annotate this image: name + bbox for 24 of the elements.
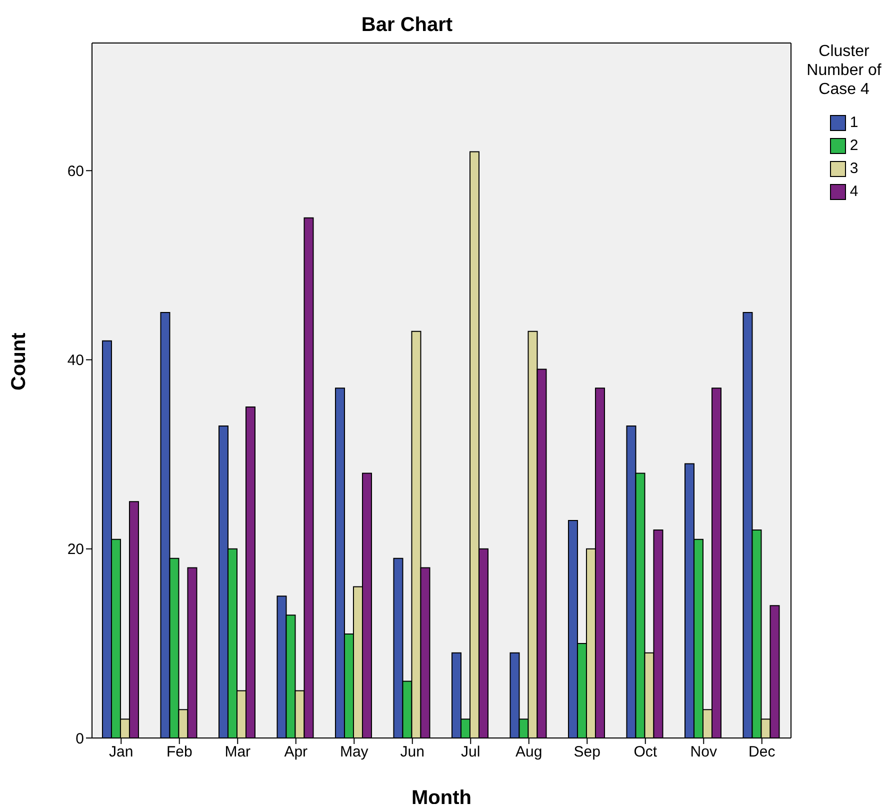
x-tick-label: Apr [284,744,308,761]
x-tick-label: Mar [224,744,251,761]
legend-label: 2 [850,137,858,154]
y-axis-title: Count [8,332,30,390]
y-tick-label: 60 [67,162,84,180]
y-tick-label: 0 [76,730,84,748]
x-tick-label: Dec [748,744,776,761]
x-tick-label: Oct [634,744,658,761]
legend-title: Cluster Number of Case 4 [806,42,882,99]
x-tick-label: Jul [461,744,480,761]
y-tick-label: 40 [67,352,84,370]
x-tick-label: Nov [690,744,718,761]
legend-label: 3 [850,160,858,177]
legend-label: 1 [850,114,858,131]
y-tick-label: 20 [67,541,84,558]
x-tick-label: Sep [574,744,600,761]
x-tick-label: Aug [516,744,542,761]
x-tick-label: May [340,744,369,761]
legend-label: 4 [850,183,858,200]
x-tick-label: Feb [166,744,192,761]
x-tick-label: Jun [400,744,424,761]
x-axis-title: Month [412,787,472,809]
chart-title: Bar Chart [360,14,454,37]
x-tick-label: Jan [109,744,134,761]
